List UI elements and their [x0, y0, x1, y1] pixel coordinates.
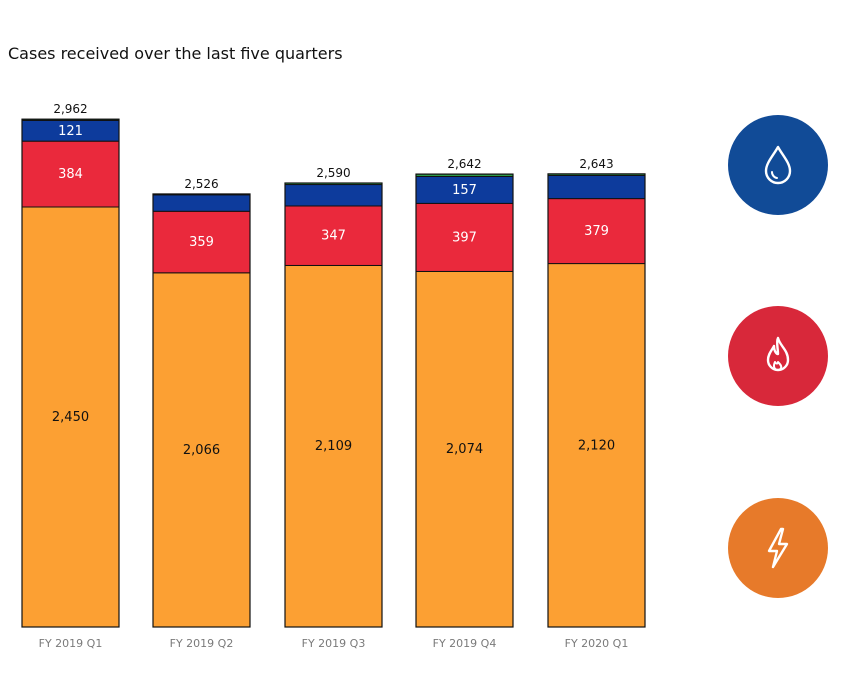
bar-segment	[547, 174, 646, 200]
bar-segment	[284, 205, 383, 266]
bar-outline	[21, 118, 120, 628]
bar-outline	[152, 193, 251, 628]
data-label: 157	[452, 183, 477, 198]
bar-outline	[415, 173, 514, 628]
total-label: 2,643	[579, 157, 613, 171]
x-tick-label: FY 2019 Q2	[170, 637, 234, 650]
data-label: 2,450	[52, 410, 89, 425]
electricity-legend-icon	[728, 498, 828, 598]
chart-title: Cases received over the last five quarte…	[8, 44, 343, 63]
bar-segment	[415, 202, 514, 272]
bar-outline	[284, 182, 383, 628]
x-tick-label: FY 2019 Q1	[39, 637, 103, 650]
total-label: 2,526	[184, 177, 218, 191]
bar-segment	[152, 272, 251, 628]
total-label: 2,962	[53, 102, 87, 116]
data-label: 397	[452, 230, 477, 245]
data-label: 359	[189, 235, 214, 250]
data-label: 2,109	[315, 439, 352, 454]
data-label: 2,120	[578, 438, 615, 453]
total-label: 2,642	[447, 157, 481, 171]
x-tick-label: FY 2019 Q4	[433, 637, 497, 650]
data-label: 379	[584, 224, 609, 239]
water-legend-icon	[728, 115, 828, 215]
gas-legend-icon	[728, 306, 828, 406]
lightning-icon	[767, 527, 789, 569]
data-label: 2,066	[183, 443, 220, 458]
bar-segment	[284, 264, 383, 628]
bar-segment	[152, 194, 251, 212]
bar-segment	[415, 270, 514, 628]
flame-icon	[766, 336, 790, 372]
bar-segment	[547, 263, 646, 628]
total-label: 2,590	[316, 166, 350, 180]
bar-outline	[547, 173, 646, 628]
water-drop-icon	[764, 145, 792, 185]
bar-segment	[21, 140, 120, 208]
x-tick-label: FY 2020 Q1	[565, 637, 629, 650]
data-label: 347	[321, 229, 346, 244]
stacked-bar-chart: 2,450 384 121 2,962 FY 2019 Q1 2,066 359 2,526 F…	[21, 102, 646, 650]
data-label: 2,074	[446, 442, 483, 457]
bar-segment	[547, 198, 646, 265]
data-label: 121	[58, 124, 83, 139]
bar-segment	[284, 184, 383, 207]
data-label: 384	[58, 167, 83, 182]
x-tick-label: FY 2019 Q3	[302, 637, 366, 650]
